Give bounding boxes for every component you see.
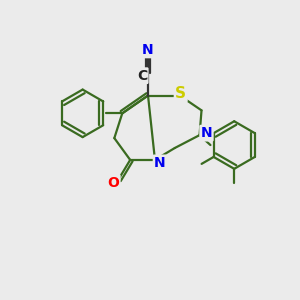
Text: N: N [154,156,166,170]
Text: S: S [175,86,186,101]
Text: C: C [137,69,147,83]
Text: O: O [107,176,119,190]
Text: N: N [142,43,154,57]
Text: N: N [201,126,212,140]
